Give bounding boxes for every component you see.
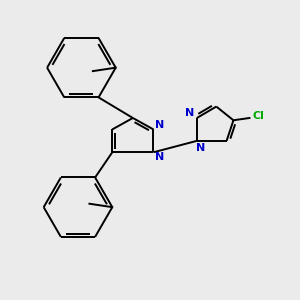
Text: Cl: Cl bbox=[253, 111, 265, 121]
Text: N: N bbox=[154, 152, 164, 162]
Text: N: N bbox=[185, 108, 195, 118]
Text: N: N bbox=[154, 120, 164, 130]
Text: N: N bbox=[196, 143, 205, 153]
